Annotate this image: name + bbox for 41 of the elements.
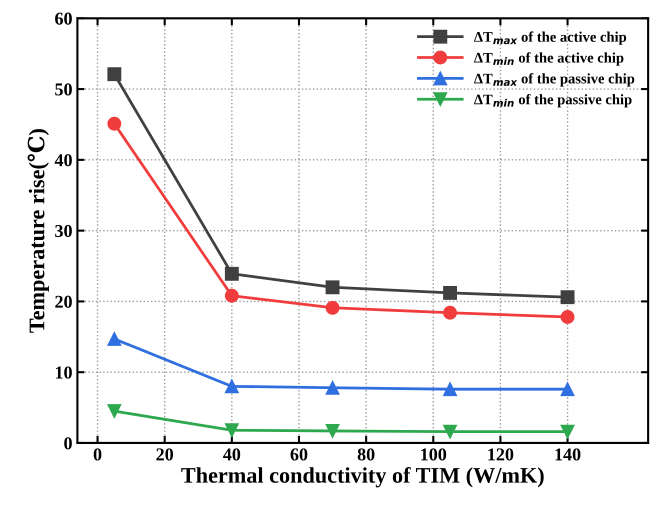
x-tick-label: 100 (421, 448, 446, 461)
point (560, 424, 574, 439)
legend-label: ΔT$_{min}$ of the active chip (474, 52, 624, 66)
y-tick-label: 50 (55, 83, 72, 96)
point (224, 423, 239, 438)
point (107, 332, 122, 346)
point (326, 300, 340, 315)
point (443, 382, 457, 396)
y-tick-label: 10 (56, 366, 72, 379)
point (107, 67, 122, 82)
y-tick-label: 60 (55, 12, 72, 25)
x-axis-title: Thermal conductivity of TIM (W/mK) (181, 466, 544, 488)
x-tick-label: 140 (555, 448, 580, 461)
y-axis-title: Temperature rise(℃) (28, 129, 49, 333)
x-tick-label: 40 (223, 448, 240, 461)
x-tick-label: 0 (94, 448, 102, 461)
y-tick-label: 30 (55, 224, 72, 238)
point (107, 404, 122, 418)
point (443, 306, 457, 320)
point (560, 310, 574, 324)
point (107, 116, 122, 131)
point (443, 424, 457, 439)
x-tick-label: 80 (358, 448, 374, 461)
point (326, 380, 340, 395)
x-tick-label: 20 (156, 448, 174, 461)
point (443, 286, 457, 300)
x-tick-label: 120 (488, 448, 514, 461)
point (224, 288, 239, 303)
point (326, 424, 340, 438)
y-tick-label: 0 (64, 437, 72, 450)
point (224, 379, 239, 394)
y-tick-label: 20 (55, 296, 72, 308)
point (560, 382, 574, 396)
x-tick-label: 60 (290, 448, 308, 461)
y-tick-label: 40 (54, 154, 72, 166)
legend-label: ΔT$_{min}$ of the passive chip (474, 94, 632, 108)
point (326, 280, 340, 294)
legend-label: ΔT$_{max}$ of the passive chip (474, 73, 634, 86)
point (224, 266, 239, 281)
legend-label: ΔT$_{max}$ of the active chip (474, 31, 626, 45)
point (560, 290, 574, 304)
